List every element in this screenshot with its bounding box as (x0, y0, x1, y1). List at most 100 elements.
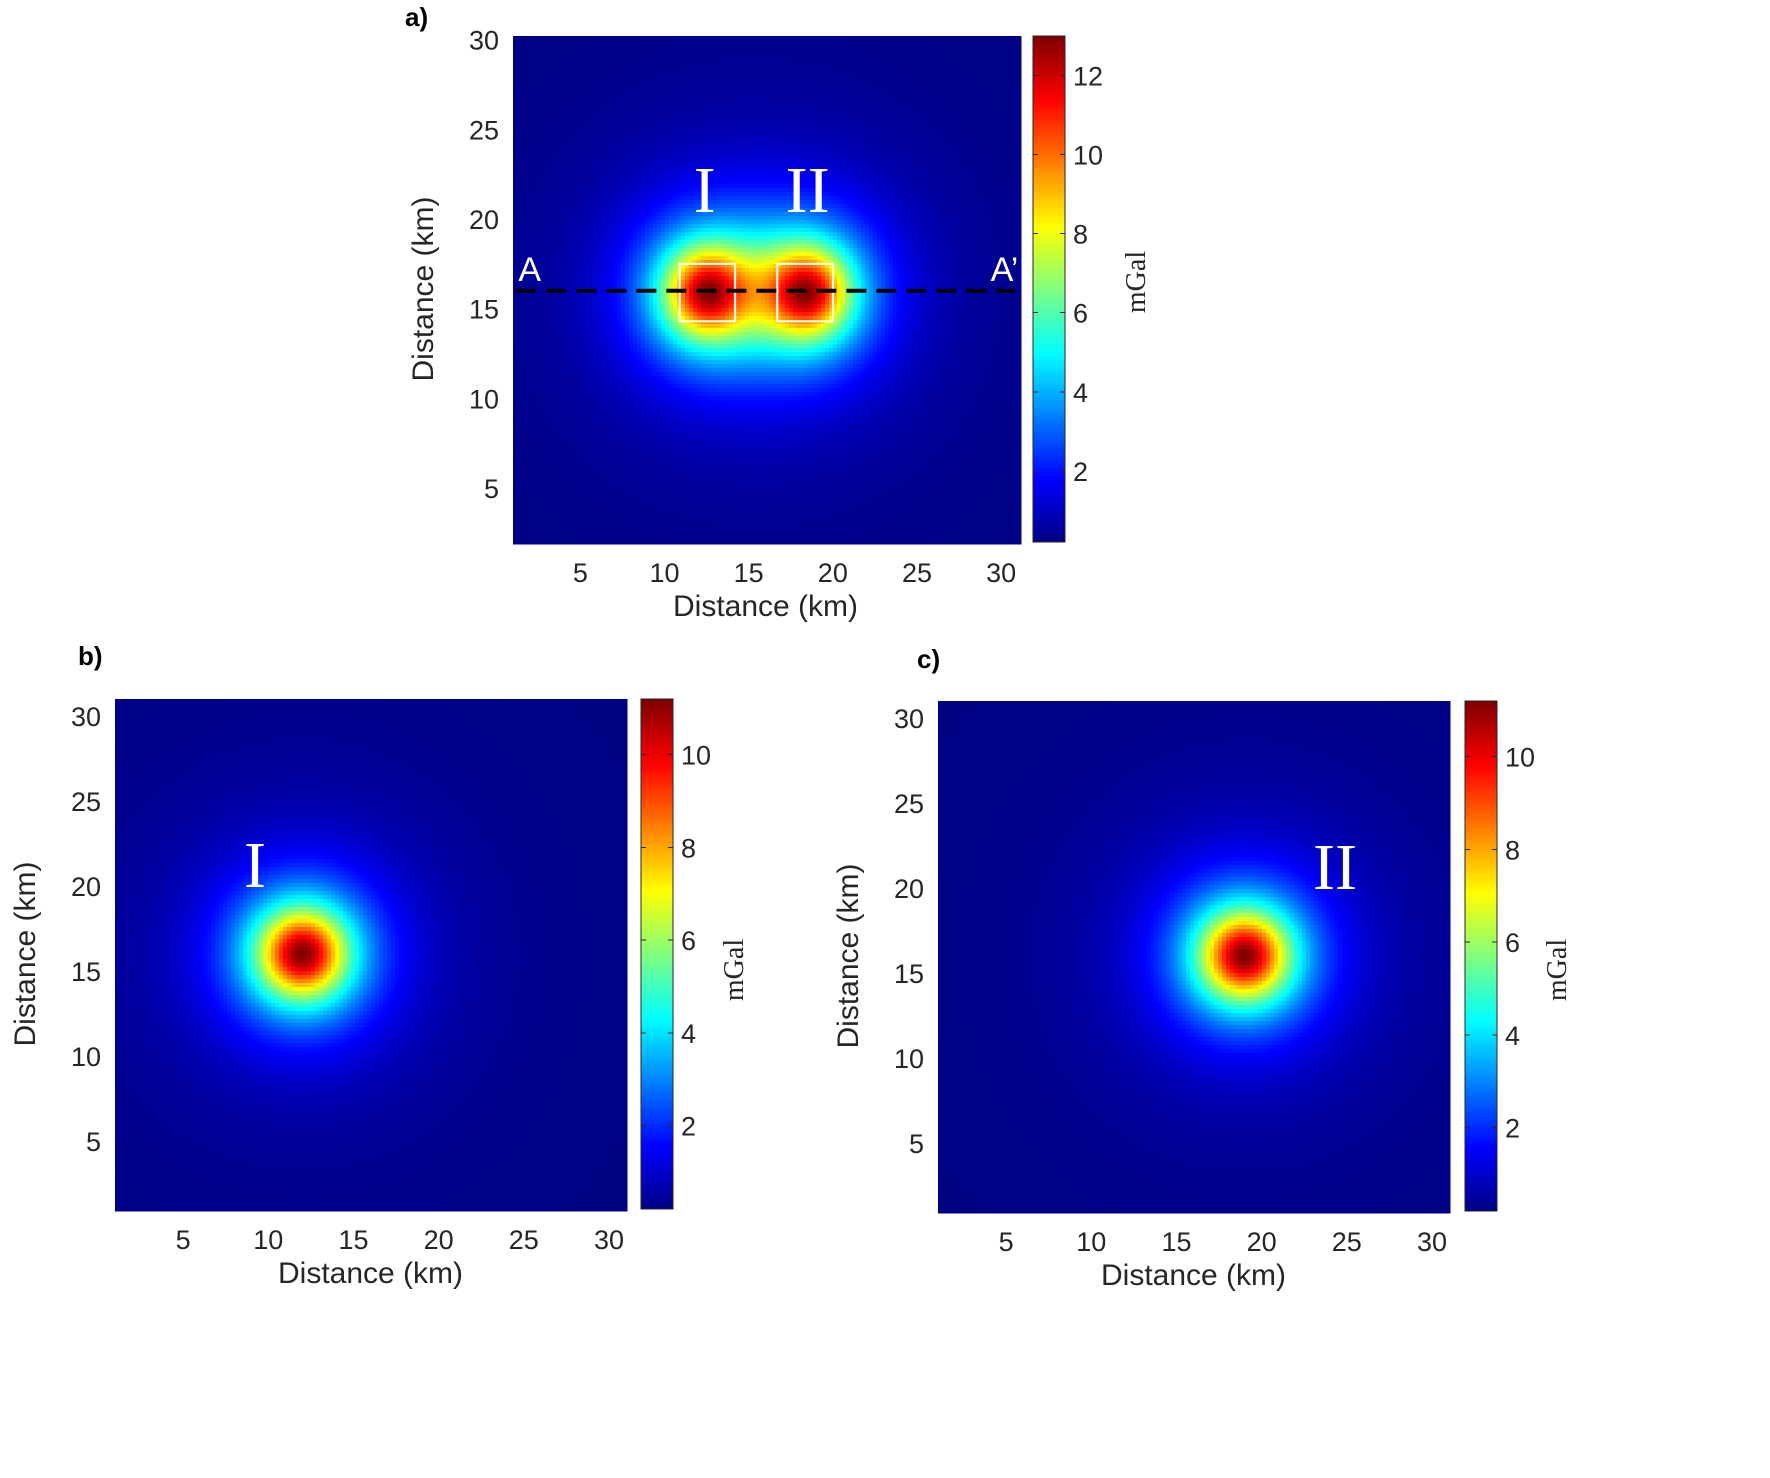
heatmap-cell (905, 184, 910, 189)
heatmap-cell (565, 120, 570, 125)
heatmap-cell (753, 72, 758, 77)
heatmap-cell (821, 56, 826, 61)
heatmap-cell (665, 80, 670, 85)
heatmap-cell (909, 132, 914, 137)
heatmap-cell (613, 48, 618, 53)
heatmap-cell (809, 124, 814, 129)
heatmap-cell (545, 156, 550, 161)
heatmap-cell (973, 144, 978, 149)
heatmap-cell (685, 156, 690, 161)
heatmap-cell (869, 96, 874, 101)
heatmap-cell (641, 48, 646, 53)
heatmap-cell (909, 92, 914, 97)
heatmap-cell (837, 152, 842, 157)
heatmap-cell (1013, 128, 1018, 133)
heatmap-cell (557, 128, 562, 133)
heatmap-cell (905, 188, 910, 193)
heatmap-cell (725, 80, 730, 85)
heatmap-cell (673, 180, 678, 185)
heatmap-cell (549, 56, 554, 61)
heatmap-cell (889, 72, 894, 77)
heatmap-cell (833, 84, 838, 89)
heatmap-cell (981, 64, 986, 69)
heatmap-cell (613, 80, 618, 85)
heatmap-cell (733, 84, 738, 89)
heatmap-cell (725, 180, 730, 185)
heatmap-cell (709, 188, 714, 193)
heatmap-cell (737, 152, 742, 157)
heatmap-cell (625, 136, 630, 141)
heatmap-cell (829, 40, 834, 45)
heatmap-cell (769, 116, 774, 121)
heatmap-cell (517, 88, 522, 93)
heatmap-cell (601, 184, 606, 189)
heatmap-cell (633, 136, 638, 141)
heatmap-cell (981, 48, 986, 53)
heatmap-cell (689, 72, 694, 77)
heatmap-cell (885, 68, 890, 73)
heatmap-cell (625, 64, 630, 69)
heatmap-cell (537, 108, 542, 113)
heatmap-cell (837, 52, 842, 57)
heatmap-cell (729, 136, 734, 141)
heatmap-cell (573, 60, 578, 65)
heatmap-cell (941, 112, 946, 117)
heatmap-cell (553, 56, 558, 61)
heatmap-cell (689, 120, 694, 125)
heatmap-cell (617, 180, 622, 185)
heatmap-cell (829, 64, 834, 69)
heatmap-cell (693, 64, 698, 69)
heatmap-cell (697, 108, 702, 113)
heatmap-cell (977, 156, 982, 161)
heatmap-cell (545, 92, 550, 97)
heatmap-cell (805, 120, 810, 125)
heatmap-cell (545, 56, 550, 61)
heatmap-cell (989, 184, 994, 189)
heatmap-cell (841, 148, 846, 153)
heatmap-cell (533, 80, 538, 85)
heatmap-cell (709, 136, 714, 141)
heatmap-cell (841, 88, 846, 93)
heatmap-cell (601, 164, 606, 169)
heatmap-cell (869, 36, 874, 41)
heatmap-cell (873, 60, 878, 65)
heatmap-cell (845, 156, 850, 161)
heatmap-cell (789, 68, 794, 73)
heatmap-cell (977, 68, 982, 73)
heatmap-cell (837, 88, 842, 93)
heatmap-cell (805, 152, 810, 157)
heatmap-cell (601, 152, 606, 157)
heatmap-cell (625, 116, 630, 121)
heatmap-cell (649, 152, 654, 157)
heatmap-cell (681, 80, 686, 85)
heatmap-cell (685, 128, 690, 133)
heatmap-cell (717, 120, 722, 125)
heatmap-cell (925, 148, 930, 153)
heatmap-cell (989, 104, 994, 109)
heatmap-cell (857, 120, 862, 125)
heatmap-cell (897, 44, 902, 49)
heatmap-cell (569, 104, 574, 109)
heatmap-cell (565, 108, 570, 113)
heatmap-cell (525, 44, 530, 49)
heatmap-cell (985, 180, 990, 185)
heatmap-cell (965, 40, 970, 45)
heatmap-cell (989, 164, 994, 169)
heatmap-cell (949, 40, 954, 45)
heatmap-cell (609, 164, 614, 169)
heatmap-cell (929, 44, 934, 49)
heatmap-cell (969, 60, 974, 65)
heatmap-cell (673, 168, 678, 173)
heatmap-cell (681, 176, 686, 181)
heatmap-cell (893, 52, 898, 57)
heatmap-cell (861, 136, 866, 141)
heatmap-cell (841, 92, 846, 97)
heatmap-cell (717, 116, 722, 121)
heatmap-cell (673, 176, 678, 181)
heatmap-cell (993, 84, 998, 89)
heatmap-cell (573, 44, 578, 49)
heatmap-cell (617, 184, 622, 189)
heatmap-cell (709, 128, 714, 133)
heatmap-cell (965, 180, 970, 185)
heatmap-cell (653, 152, 658, 157)
